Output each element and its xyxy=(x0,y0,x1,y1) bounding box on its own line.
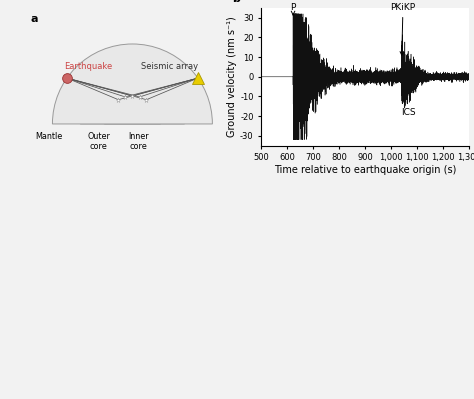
Wedge shape xyxy=(81,72,184,124)
X-axis label: Time relative to earthquake origin (s): Time relative to earthquake origin (s) xyxy=(274,165,456,175)
Text: a: a xyxy=(30,14,37,24)
Text: ICS: ICS xyxy=(401,108,416,117)
Text: Inner
core: Inner core xyxy=(128,132,149,151)
Wedge shape xyxy=(104,96,160,124)
Y-axis label: Ground velocity (nm s⁻¹): Ground velocity (nm s⁻¹) xyxy=(228,16,237,137)
Text: P: P xyxy=(291,3,296,15)
Wedge shape xyxy=(53,44,212,124)
Text: Outer
core: Outer core xyxy=(87,132,110,151)
Text: Earthquake: Earthquake xyxy=(64,62,113,71)
Text: b: b xyxy=(232,0,240,4)
Text: Seismic array: Seismic array xyxy=(141,62,198,71)
Text: Mantle: Mantle xyxy=(35,132,62,141)
Text: PKiKP: PKiKP xyxy=(391,3,416,55)
